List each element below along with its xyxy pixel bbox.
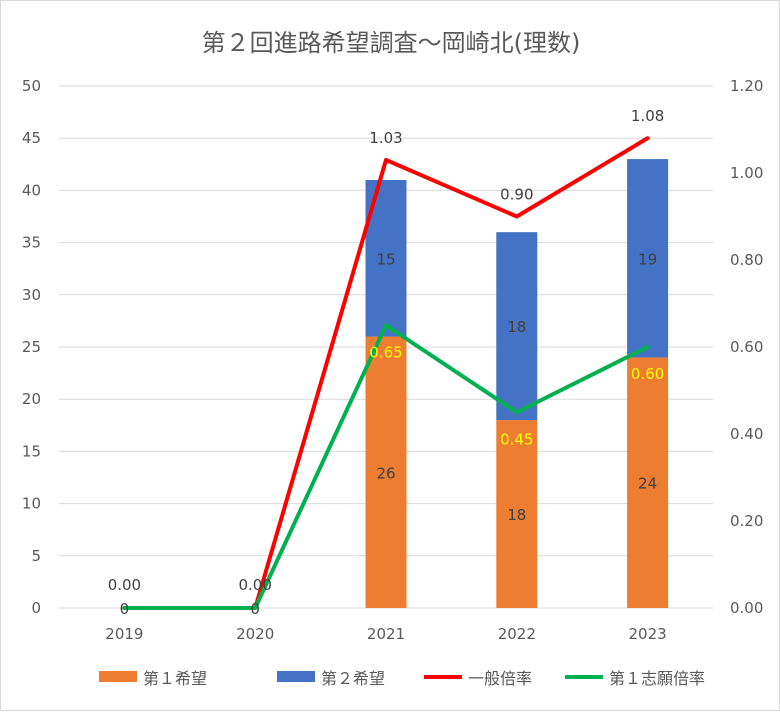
line-point	[516, 216, 518, 217]
bar-data-label: 18	[507, 318, 526, 336]
bar-data-label: 26	[376, 464, 395, 482]
legend-swatch	[277, 671, 315, 682]
y-tick-label: 0	[31, 599, 41, 617]
y2-tick-label: 1.20	[730, 77, 763, 95]
bar-segment	[496, 232, 538, 421]
x-tick-label: 2020	[236, 625, 274, 643]
x-tick-label: 2023	[629, 625, 667, 643]
x-tick-label: 2019	[105, 625, 143, 643]
y2-tick-label: 0.20	[730, 512, 763, 530]
y2-tick-label: 1.00	[730, 164, 763, 182]
line-data-label: 0.00	[238, 576, 271, 594]
y-tick-label: 35	[22, 234, 41, 252]
line-data-label: 0.90	[500, 186, 533, 204]
line-point	[647, 346, 649, 348]
axis-ticks: 0 5 10 15 20 25 30 35 40 45 50 0.00 0.20 0.40 0.60 0.80…	[22, 77, 764, 643]
bar-data-label: 15	[376, 250, 395, 268]
line-point	[516, 411, 518, 413]
y-tick-label: 45	[22, 129, 41, 147]
line-data-label: 0.00	[108, 576, 141, 594]
lines	[122, 136, 650, 610]
y2-tick-label: 0.60	[730, 338, 763, 356]
bar-segment	[496, 420, 538, 608]
bar-data-label: 24	[638, 475, 657, 493]
bars	[365, 159, 669, 608]
line-data-label: 1.08	[631, 107, 664, 125]
bar-data-label: 19	[638, 250, 657, 268]
bar-data-label: 18	[507, 506, 526, 524]
line-data-label: 0.60	[631, 365, 664, 383]
y-tick-label: 40	[22, 181, 41, 199]
y-tick-label: 30	[22, 286, 41, 304]
legend-label: 第２希望	[321, 669, 385, 688]
line-point	[385, 324, 387, 326]
y2-tick-label: 0.80	[730, 251, 763, 269]
line-data-label: 1.03	[369, 129, 402, 147]
y2-tick-label: 0.00	[730, 599, 763, 617]
bar-data-label: 0	[250, 600, 260, 618]
x-tick-label: 2021	[367, 625, 405, 643]
bar-data-label: 0	[120, 600, 130, 618]
y-tick-label: 5	[31, 547, 41, 565]
y-tick-label: 50	[22, 77, 41, 95]
y2-tick-label: 0.40	[730, 425, 763, 443]
bar-segment	[627, 159, 669, 358]
bar-segment	[627, 357, 669, 608]
y-tick-label: 20	[22, 390, 41, 408]
line-data-label: 0.45	[500, 430, 533, 448]
legend-swatch	[99, 671, 137, 682]
line-data-label: 0.65	[369, 343, 402, 361]
data-labels: 0 0 26 18 24 15 18 19 0.00 0.00 1.03 0.90 1.08 0.65 0.…	[108, 107, 665, 618]
x-tick-label: 2022	[498, 625, 536, 643]
y-tick-label: 10	[22, 495, 41, 513]
line-point	[254, 607, 256, 609]
bar-segment	[365, 336, 407, 608]
legend: 第１希望 第２希望 一般倍率 第１志願倍率	[99, 669, 705, 688]
line-point	[647, 137, 649, 139]
legend-label: 一般倍率	[468, 669, 532, 688]
y-tick-label: 15	[22, 442, 41, 460]
line-point	[385, 159, 387, 161]
legend-label: 第１希望	[143, 669, 207, 688]
chart-title: 第２回進路希望調査～岡崎北(理数)	[202, 29, 581, 57]
line-point	[123, 607, 125, 609]
y-tick-label: 25	[22, 338, 41, 356]
legend-label: 第１志願倍率	[609, 669, 705, 688]
